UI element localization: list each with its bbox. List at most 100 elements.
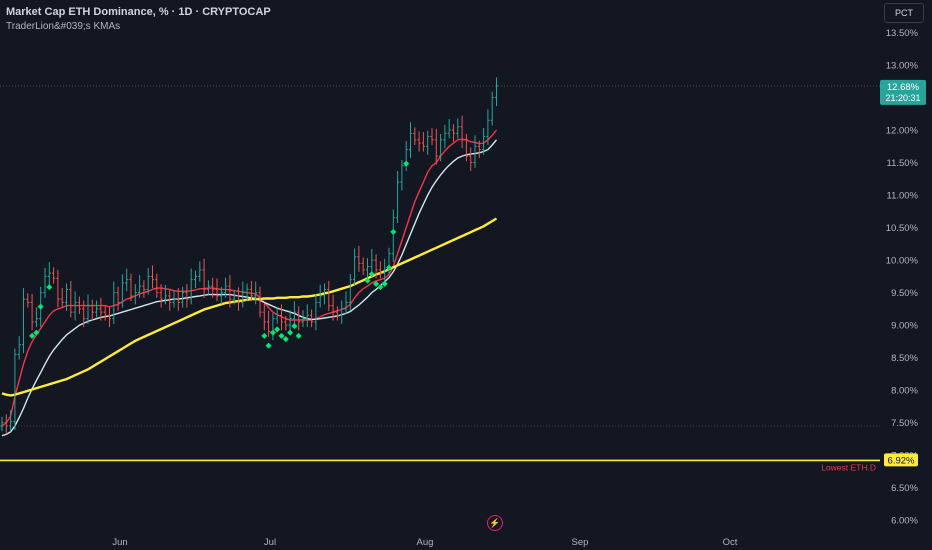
y-tick-label: 11.00% (886, 191, 918, 202)
ohlc-bar (245, 283, 249, 302)
ohlc-bar (365, 258, 370, 279)
ohlc-bar (202, 258, 206, 298)
ohlc-bar (172, 290, 176, 308)
signal-diamond (295, 332, 302, 339)
ohlc-bar (129, 273, 133, 302)
signal-diamond (368, 271, 375, 278)
ohlc-bar (473, 135, 477, 168)
ohlc-bar (159, 284, 163, 308)
ohlc-bar (310, 309, 314, 328)
ohlc-bar (107, 306, 112, 328)
ohlc-bar (443, 124, 447, 149)
signal-diamond (403, 160, 410, 167)
ohlc-bar (284, 316, 288, 331)
ohlc-bar (361, 257, 365, 276)
moving-average-lines (1, 129, 498, 437)
ohlc-bar (396, 171, 400, 224)
ohlc-bar (77, 296, 81, 315)
ohlc-bar (258, 286, 262, 318)
signal-diamond (261, 332, 268, 339)
signal-diamond (386, 264, 392, 271)
ohlc-bar (198, 261, 202, 282)
x-tick-label: Sep (572, 537, 589, 548)
ma-fast-line (1, 129, 498, 427)
ohlc-bar (64, 283, 69, 311)
ohlc-bar (176, 288, 180, 311)
ohlc-bar (292, 301, 296, 324)
ohlc-bar (275, 306, 279, 324)
x-tick-label: Jun (112, 537, 127, 548)
ohlc-bar (335, 306, 339, 321)
y-tick-label: 10.00% (886, 256, 919, 267)
ohlc-bar (189, 268, 193, 305)
ohlc-bar (340, 300, 344, 324)
ohlc-bar (112, 281, 116, 324)
indicator-name: TraderLion&#039;s KMAs (6, 21, 121, 32)
y-tick-label: 12.00% (886, 126, 919, 137)
signal-diamond (390, 228, 397, 235)
signal-diamond (269, 329, 276, 336)
ohlc-bar (219, 286, 223, 305)
ohlc-bar (469, 147, 473, 172)
ohlc-bar (133, 284, 137, 305)
ohlc-bar (297, 306, 301, 331)
ohlc-bar (236, 287, 241, 311)
ohlc-bar (193, 270, 198, 289)
ohlc-bar (413, 127, 417, 146)
signal-diamond (377, 284, 384, 291)
ohlc-bar (370, 249, 374, 272)
ohlc-bar (155, 273, 159, 298)
ohlc-bar (232, 290, 236, 305)
ohlc-bar (271, 312, 275, 341)
y-tick-label: 8.50% (891, 353, 918, 364)
ohlc-bar (322, 283, 327, 305)
signal-diamond (274, 326, 281, 333)
signal-diamond (381, 280, 388, 287)
ohlc-bar (434, 128, 438, 165)
signal-diamond (278, 332, 285, 339)
lowest-line-label: Lowest ETH.D (821, 462, 876, 472)
signal-diamond (265, 342, 272, 349)
ohlc-bar (267, 310, 271, 337)
ohlc-bar (82, 300, 86, 328)
candlestick-series (0, 77, 499, 435)
ohlc-bar (103, 306, 107, 321)
ohlc-bar (206, 280, 210, 295)
ohlc-bar (47, 262, 51, 285)
y-tick-label: 13.00% (886, 61, 919, 72)
ohlc-bar (451, 124, 456, 142)
ohlc-bar (408, 122, 413, 159)
time-axis: Jun Jul Aug Sep Oct (112, 537, 737, 548)
ohlc-bar (0, 416, 4, 432)
ohlc-bar (486, 109, 490, 146)
ohlc-bar (150, 265, 155, 289)
ohlc-bar (116, 286, 120, 311)
ohlc-bar (421, 132, 425, 152)
ohlc-bar (13, 348, 17, 430)
x-tick-label: Jul (264, 537, 276, 548)
ohlc-bar (279, 304, 284, 331)
ohlc-bar (43, 267, 47, 298)
ohlc-bar (456, 118, 460, 139)
ohlc-bar (400, 159, 404, 191)
ohlc-bar (228, 275, 232, 308)
ohlc-bar (99, 297, 103, 321)
y-tick-label: 10.50% (886, 223, 919, 234)
ohlc-bar (305, 304, 309, 328)
ohlc-bar (327, 280, 331, 311)
scale-mode-button[interactable]: PCT (884, 3, 924, 23)
lightning-bolt-icon[interactable]: ⚡ (487, 515, 503, 531)
countdown-timer: 21:20:31 (885, 93, 920, 103)
ohlc-bar (241, 281, 245, 308)
axis-price-labels: 12.68%21:20:31 6.92% Lowest ETH.D (821, 79, 926, 472)
ohlc-bar (314, 293, 318, 331)
ohlc-bar (60, 288, 64, 308)
ohlc-bar (482, 128, 486, 155)
ohlc-bar (73, 291, 77, 321)
ohlc-bar (181, 286, 185, 308)
ohlc-bar (464, 133, 468, 162)
reference-lines (0, 85, 880, 462)
ohlc-bar (439, 133, 443, 162)
lowest-price-value: 6.92% (888, 455, 915, 466)
